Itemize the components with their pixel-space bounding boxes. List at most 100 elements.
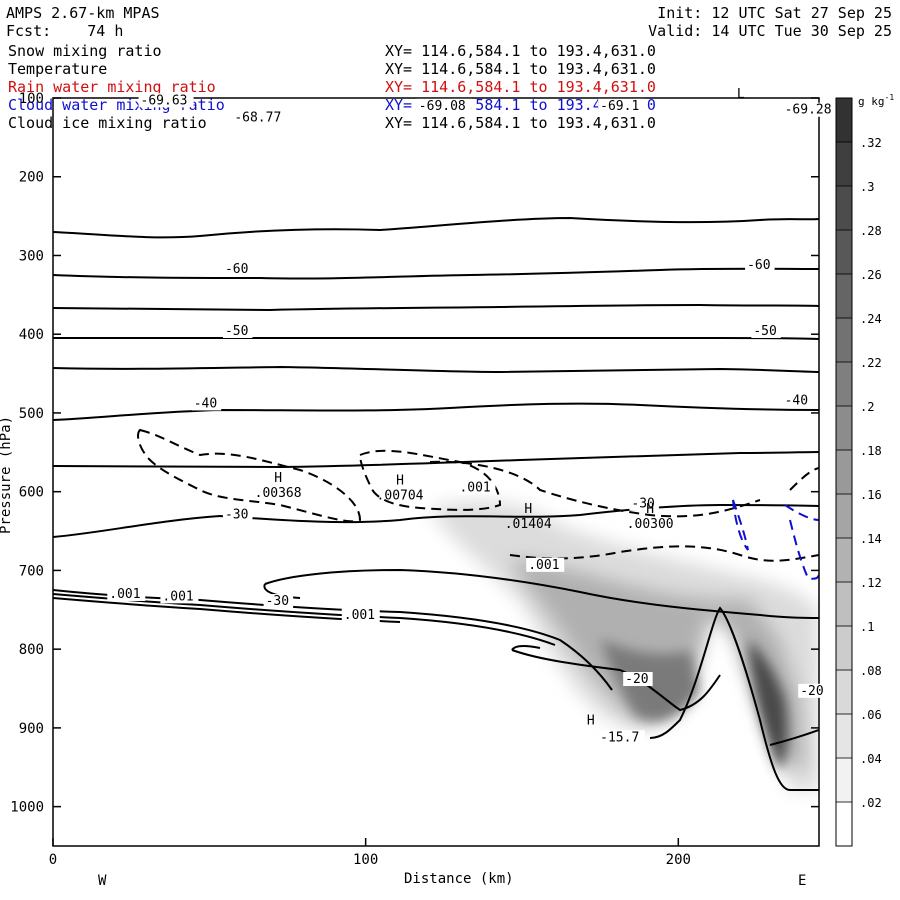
temperature-label-bg [751,323,781,338]
colorbar: .02 .04 .06 .08 .1 .12 .14 .16 .18 .2 .22 .24 .26 .28… [835,97,882,847]
temperature-label-bg [629,496,659,511]
colorbar-tick-label: .3 [860,180,874,194]
mixing-label-bg [107,586,146,601]
cloud-water-contours [732,499,819,580]
colorbar-step [836,758,852,802]
temperature-label-bg [598,730,645,745]
field-xy: XY= 114.6,584.1 to 193.4,631.0 [385,60,656,78]
y-axis-label: Pressure (hPa) [0,416,14,534]
temperature-label-bg [263,594,294,609]
mixing-label: .001 [162,589,193,604]
temperature-contours [53,216,819,791]
extremum-value: .00368 [255,486,302,501]
temperature-label-bg [623,672,653,687]
mixing-label: .001 [528,558,559,573]
colorbar-tick-label: .2 [860,400,874,414]
colorbar-tick-label: .28 [860,224,882,238]
mixing-label: .001 [459,481,490,496]
contour-labels: -69.63 -68.77 -69.08 -69.1 -69.28 -60 -60 -50 -5… [107,87,838,745]
temperature-label-bg [782,393,813,408]
extremum-mark: H [587,714,595,729]
field-name: Rain water mixing ratio [8,78,216,96]
colorbar-step [836,626,852,670]
colorbar-step [836,230,852,274]
colorbar-tick-label: .26 [860,268,882,282]
colorbar-unit-base: g kg [858,95,885,108]
mixing-label: .001 [109,587,140,602]
colorbar-step [836,186,852,230]
mixing-label-bg [457,480,496,495]
colorbar-unit-exp: -1 [885,93,895,102]
temperature-label: -69.28 [785,103,832,118]
mixing-label-bg [341,608,380,623]
field-name: Snow mixing ratio [8,42,162,60]
temperature-label-bg [416,98,472,113]
colorbar-tick-label: .16 [860,488,882,502]
colorbar-tick-label: .06 [860,708,882,722]
colorbar-step [836,406,852,450]
extremum-mark: H [274,471,282,486]
temperature-label: -30 [631,496,654,511]
temperature-label-bg [782,102,838,117]
x-tick-label: 100 [353,852,378,868]
field-name: Cloud ice mixing ratio [8,114,207,132]
y-tick-label: 500 [19,406,44,422]
extremum-mark: H [524,502,532,517]
temperature-label: -20 [625,672,648,687]
temperature-label-bg [222,323,253,338]
y-tick-label: 300 [19,248,44,264]
colorbar-step [836,494,852,538]
colorbar-step [836,318,852,362]
colorbar-frame [835,97,853,847]
y-tick-label: 700 [19,563,44,579]
y-tick-label: 100 [19,91,44,107]
extremum-value: .01404 [505,517,552,532]
y-tick-label: 1000 [10,800,44,816]
colorbar-unit: g kg-1 [858,93,894,108]
temperature-label: -15.7 [600,730,639,745]
colorbar-step [836,142,852,186]
valid-time: Valid: 14 UTC Tue 30 Sep 25 [648,22,892,40]
temperature-label-bg [191,396,222,411]
x-tick-label: 200 [666,852,691,868]
extremum-mark: H [646,502,654,517]
x-axis-label: Distance (km) [404,871,514,887]
temperature-label-bg [798,683,828,698]
temperature-label: -50 [753,324,776,339]
y-tick-label: 800 [19,642,44,658]
field-xy: XY= 114.6,584.1 to 193.4,631.0 [385,114,656,132]
extremum-value: .00300 [627,517,674,532]
forecast-hour: Fcst: 74 h [6,22,123,40]
temperature-label: -68.77 [234,111,281,126]
colorbar-step [836,802,852,846]
colorbar-step [836,98,852,142]
colorbar-step [836,450,852,494]
field-xy: XY= 114.6,584.1 to 193.4,631.0 [385,42,656,60]
colorbar-tick-label: .24 [860,312,882,326]
colorbar-step [836,670,852,714]
axes: 100 200 300 400 500 600 700 800 900 1000 0 100 200 [10,91,819,868]
mixing-label-bg [526,557,565,572]
temperature-label-bg [222,507,253,522]
plot-frame [52,97,820,847]
colorbar-step [836,714,852,758]
colorbar-tick-label: .02 [860,796,882,810]
colorbar-step [836,582,852,626]
colorbar-tick-label: .32 [860,136,882,150]
temperature-label: -69.63 [141,93,188,108]
temperature-label-bg [745,257,775,272]
forecast-value: 74 h [87,22,124,40]
temperature-label-bg [222,261,253,276]
temperature-label: -30 [225,507,248,522]
temperature-label: -50 [225,324,248,339]
east-label: E [798,873,806,889]
field-name: Temperature [8,60,108,78]
extremum-value: .00704 [377,489,424,504]
colorbar-step [836,538,852,582]
west-label: W [98,873,107,889]
temperature-label: -40 [785,393,808,408]
temperature-label: -69.1 [600,99,639,114]
mixing-label: .001 [344,608,375,623]
colorbar-tick-label: .04 [860,752,882,766]
